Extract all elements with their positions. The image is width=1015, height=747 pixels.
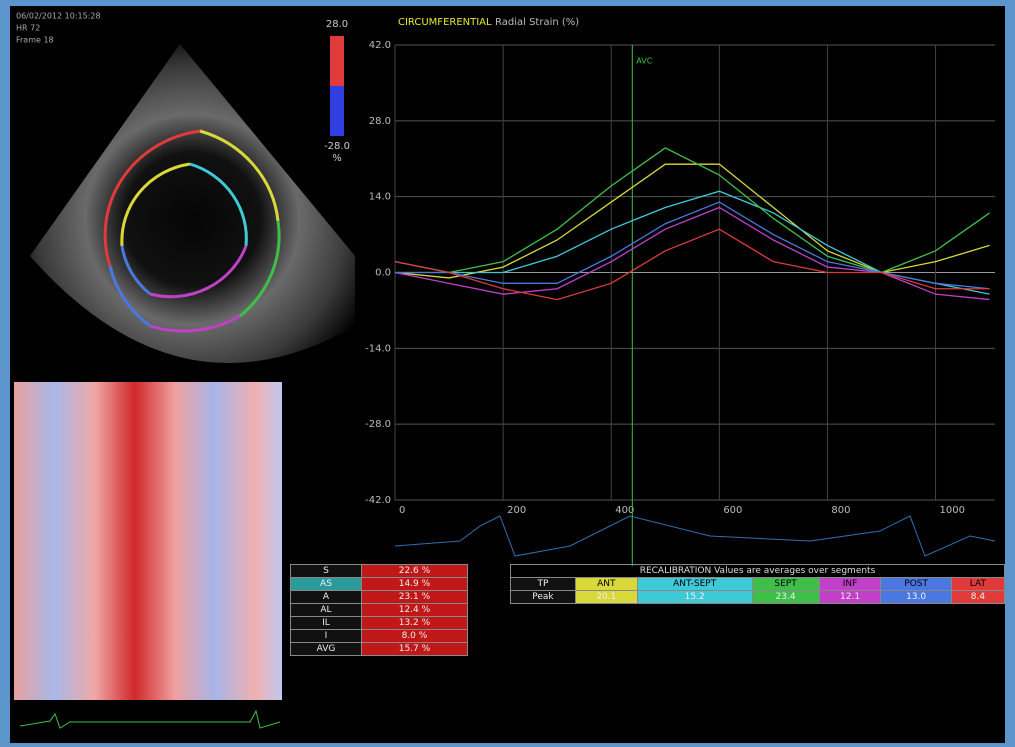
segment-value: 12.4 % [361,604,467,617]
segment-value: 22.6 % [361,565,467,578]
screen: 06/02/2012 10:15:28 HR 72 Frame 18 28.0 -2… [10,6,1005,743]
segment-name: ANT [575,578,637,591]
segment-label: IL [291,617,362,630]
x-tick-label: 0 [399,505,405,516]
segment-peak: 12.1 [819,591,881,604]
segment-peak: 23.4 [752,591,819,604]
header-line: HR 72 [16,24,40,33]
segment-peak: 15.2 [637,591,752,604]
colorbar-bottom: -28.0 [324,141,350,152]
chart-subtitle: Radial Strain (%) [495,17,579,28]
y-tick-label: -28.0 [365,419,391,430]
x-tick-label: 600 [723,505,742,516]
segment-name: INF [819,578,881,591]
summary-title: RECALIBRATION Values are averages over s… [511,565,1005,578]
y-tick-label: 14.0 [369,192,391,203]
segment-peak: 13.0 [881,591,951,604]
segment-name: SEPT [752,578,819,591]
y-tick-label: 0.0 [375,268,391,279]
x-tick-label: 400 [615,505,634,516]
segment-peak: 8.4 [951,591,1004,604]
segment-peak: 20.1 [575,591,637,604]
x-tick-label: 800 [831,505,850,516]
segment-value: 13.2 % [361,617,467,630]
page: 06/02/2012 10:15:28 HR 72 Frame 18 28.0 -2… [0,0,1015,743]
y-tick-label: -42.0 [365,495,391,506]
segment-value: 8.0 % [361,630,467,643]
ecg-small [20,711,280,728]
summary-table: RECALIBRATION Values are averages over s… [510,564,1005,604]
mmode-map [14,382,282,700]
chart-title: CIRCUMFERENTIAL [398,17,492,28]
colorbar-top: 28.0 [326,19,348,30]
y-tick-label: 42.0 [369,40,391,51]
segment-label: AL [291,604,362,617]
row-label: Peak [511,591,576,604]
colorbar-unit: % [332,153,342,164]
x-tick-label: 200 [507,505,526,516]
ecg-trace [395,516,995,556]
x-tick-label: 1000 [940,505,965,516]
segment-value: 23.1 % [361,591,467,604]
header-line: 06/02/2012 10:15:28 [16,12,101,21]
segment-name: POST [881,578,951,591]
colorbar-neg [330,86,344,136]
strain-curve [395,148,990,273]
segment-name: LAT [951,578,1004,591]
y-tick-label: 28.0 [369,116,391,127]
echo-image [30,44,355,363]
segment-label: S [291,565,362,578]
segment-label: A [291,591,362,604]
row-label: TP [511,578,576,591]
y-tick-label: -14.0 [365,343,391,354]
display: 06/02/2012 10:15:28 HR 72 Frame 18 28.0 -2… [10,6,1005,743]
segment-label: AVG [291,643,362,656]
strain-curve [395,164,990,278]
segment-name: ANT-SEPT [637,578,752,591]
header-text: 06/02/2012 10:15:28 HR 72 Frame 18 [16,12,101,45]
header-line: Frame 18 [16,36,54,45]
segment-label: AS [291,578,362,591]
segment-value: 14.9 % [361,578,467,591]
marker-label: AVC [636,57,652,66]
segment-value: 15.7 % [361,643,467,656]
strain-curve [395,208,990,300]
segment-label: I [291,630,362,643]
strain-curve [395,202,990,289]
